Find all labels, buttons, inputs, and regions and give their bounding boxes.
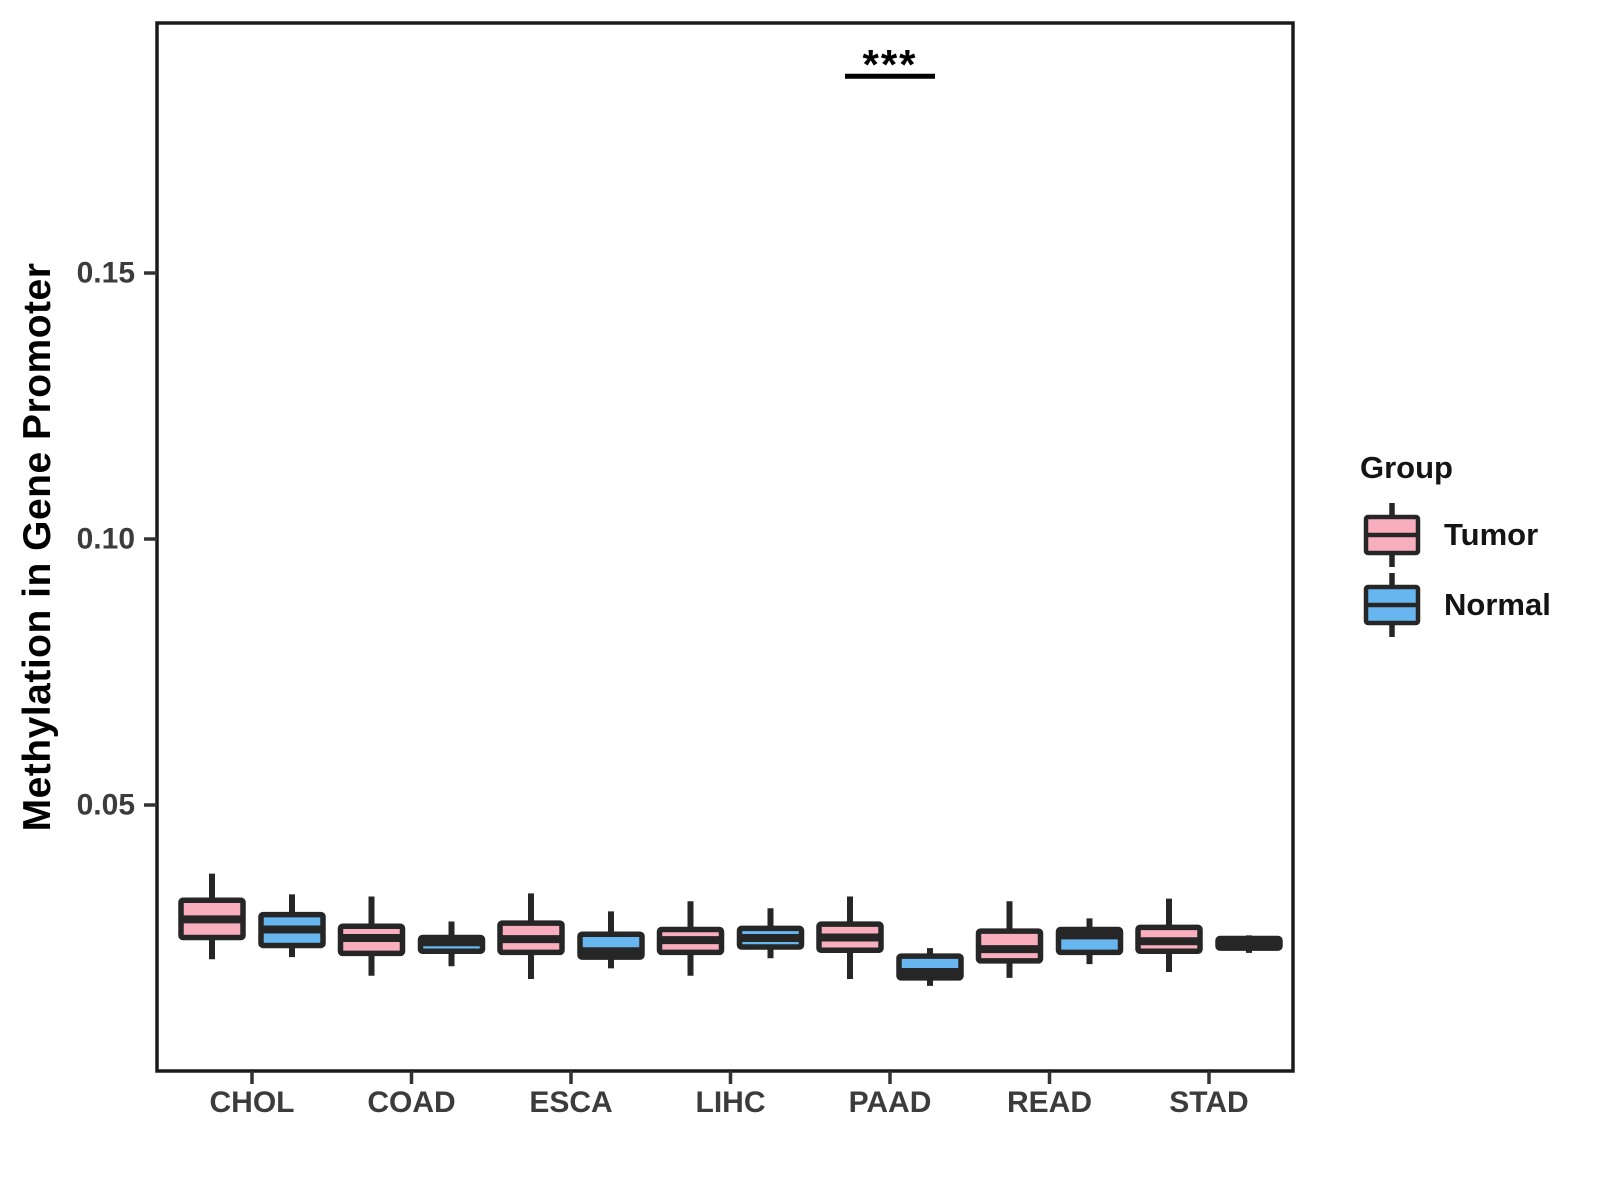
y-axis-title: Methylation in Gene Promoter [16, 262, 59, 832]
x-tick-label-read: READ [1007, 1086, 1092, 1119]
legend-label-tumor: Tumor [1444, 517, 1539, 552]
x-tick-label-esca: ESCA [529, 1086, 612, 1119]
y-tick-label: 0.15 [77, 257, 135, 290]
y-tick-label: 0.10 [77, 523, 135, 556]
normal-boxplot-glyph-icon [1363, 573, 1421, 637]
legend: Group Tumor Normal [1360, 450, 1551, 640]
legend-title: Group [1360, 450, 1453, 485]
y-tick-label: 0.05 [77, 789, 135, 822]
legend-label-normal: Normal [1444, 587, 1551, 622]
significance-stars: *** [862, 41, 917, 88]
x-tick-label-lihc: LIHC [696, 1086, 766, 1119]
legend-item-normal: Normal [1360, 570, 1551, 640]
legend-item-tumor: Tumor [1360, 500, 1551, 570]
x-tick-label-stad: STAD [1169, 1086, 1248, 1119]
x-tick-label-paad: PAAD [849, 1086, 932, 1119]
panel-border [155, 21, 1295, 1073]
x-tick-label-chol: CHOL [210, 1086, 295, 1119]
tumor-boxplot-glyph-icon [1363, 503, 1421, 567]
x-tick-label-coad: COAD [367, 1086, 455, 1119]
